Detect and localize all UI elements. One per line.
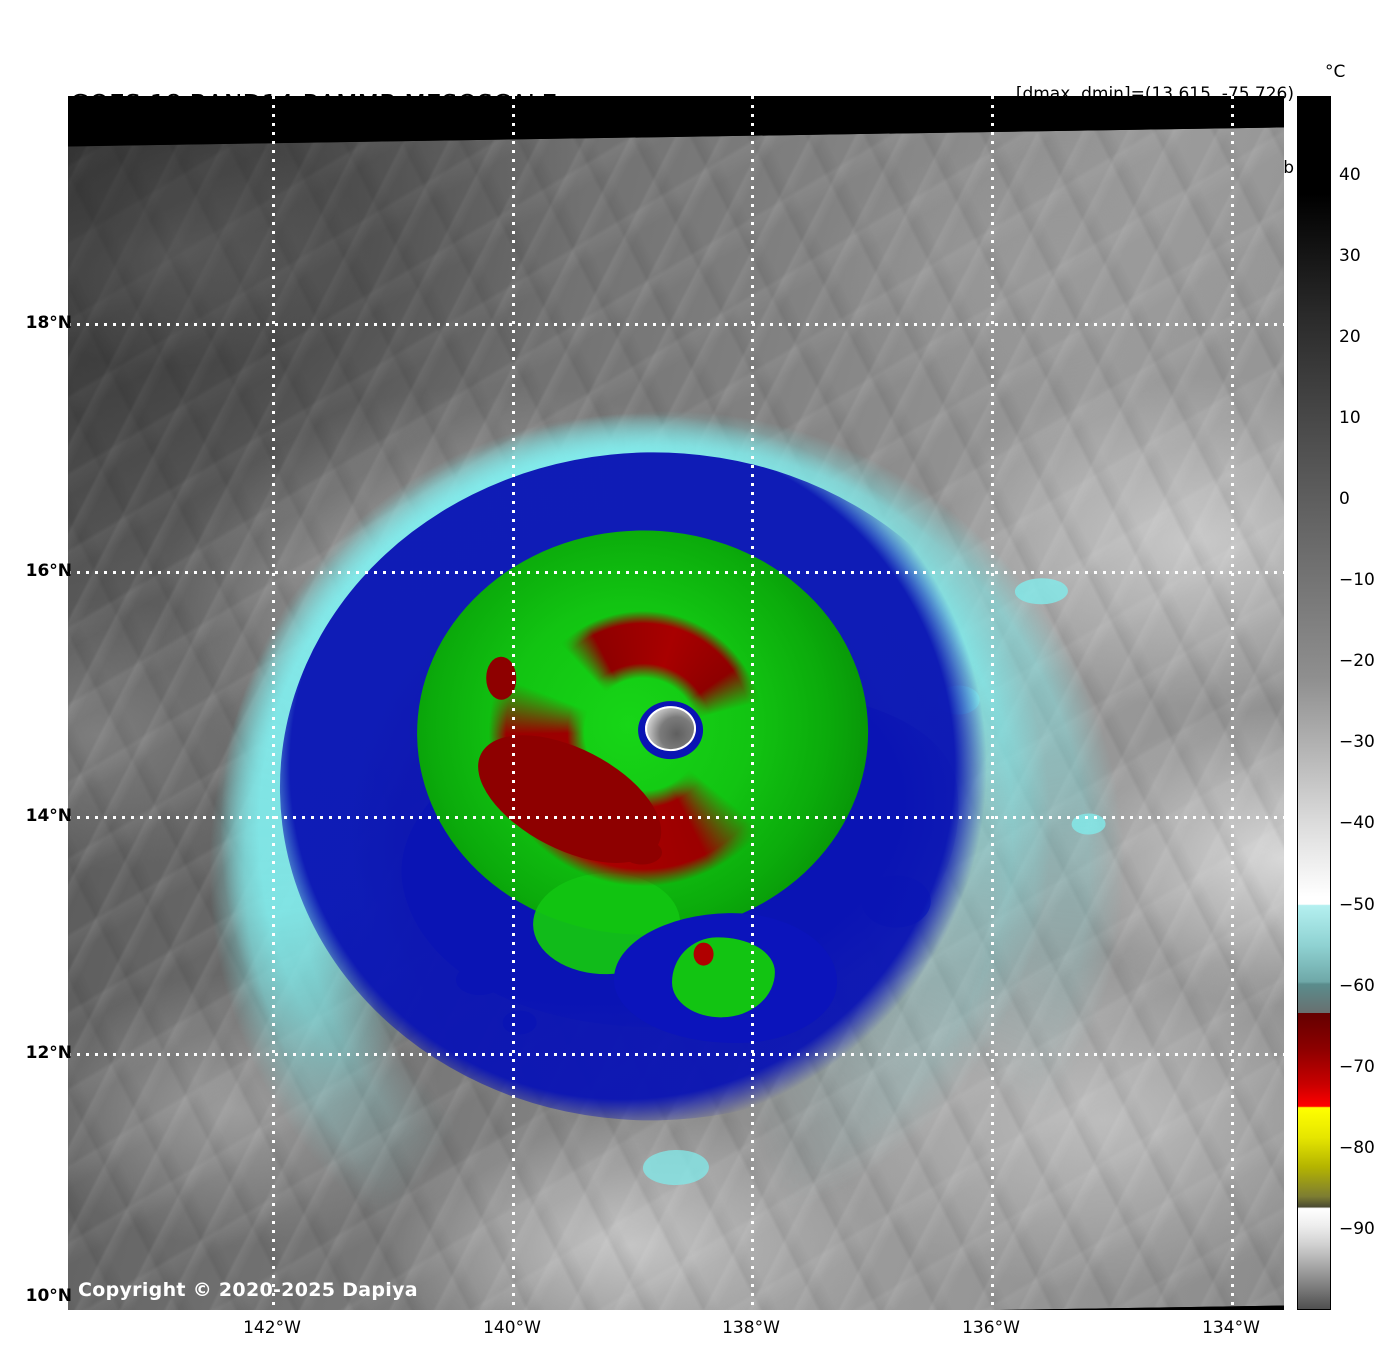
satellite-swath — [68, 127, 1284, 1310]
colorbar-tick-m10: −10 — [1339, 570, 1375, 590]
colorbar-tick-m70: −70 — [1339, 1057, 1375, 1077]
temperature-colorbar-lower — [1297, 1013, 1331, 1310]
axis-label-lon-142w: 142°W — [243, 1318, 301, 1338]
axis-label-lat-16n: 16°N — [25, 561, 72, 581]
axis-label-lat-10n: 10°N — [25, 1286, 72, 1306]
colorbar-tick-10: 10 — [1339, 408, 1361, 428]
copyright-watermark: Copyright © 2020-2025 Dapiya — [78, 1279, 418, 1301]
satellite-image-plot: Copyright © 2020-2025 Dapiya — [68, 96, 1284, 1310]
colorbar-tick-m20: −20 — [1339, 651, 1375, 671]
colorbar-tick-m30: −30 — [1339, 732, 1375, 752]
colorbar-tick-40: 40 — [1339, 165, 1361, 185]
colorbar-tick-20: 20 — [1339, 327, 1361, 347]
colorbar-unit-label: °C — [1325, 62, 1346, 82]
axis-label-lat-12n: 12°N — [25, 1043, 72, 1063]
colorbar-tick-0: 0 — [1339, 489, 1350, 509]
colorbar-tick-m80: −80 — [1339, 1138, 1375, 1158]
axis-label-lon-136w: 136°W — [962, 1318, 1020, 1338]
colorbar-tick-m50: −50 — [1339, 895, 1375, 915]
hurricane-kiko — [68, 310, 1284, 1310]
axis-label-lat-14n: 14°N — [25, 806, 72, 826]
axis-label-lon-138w: 138°W — [722, 1318, 780, 1338]
colorbar-tick-m60: −60 — [1339, 976, 1375, 996]
southern-convective-blob — [613, 911, 839, 1045]
colorbar-tick-m90: −90 — [1339, 1219, 1375, 1239]
colorbar-tick-m40: −40 — [1339, 813, 1375, 833]
axis-label-lon-140w: 140°W — [483, 1318, 541, 1338]
colorbar-tick-30: 30 — [1339, 246, 1361, 266]
colorbar-gradient-lower — [1298, 1013, 1330, 1309]
axis-label-lat-18n: 18°N — [25, 313, 72, 333]
axis-label-lon-134w: 134°W — [1202, 1318, 1260, 1338]
